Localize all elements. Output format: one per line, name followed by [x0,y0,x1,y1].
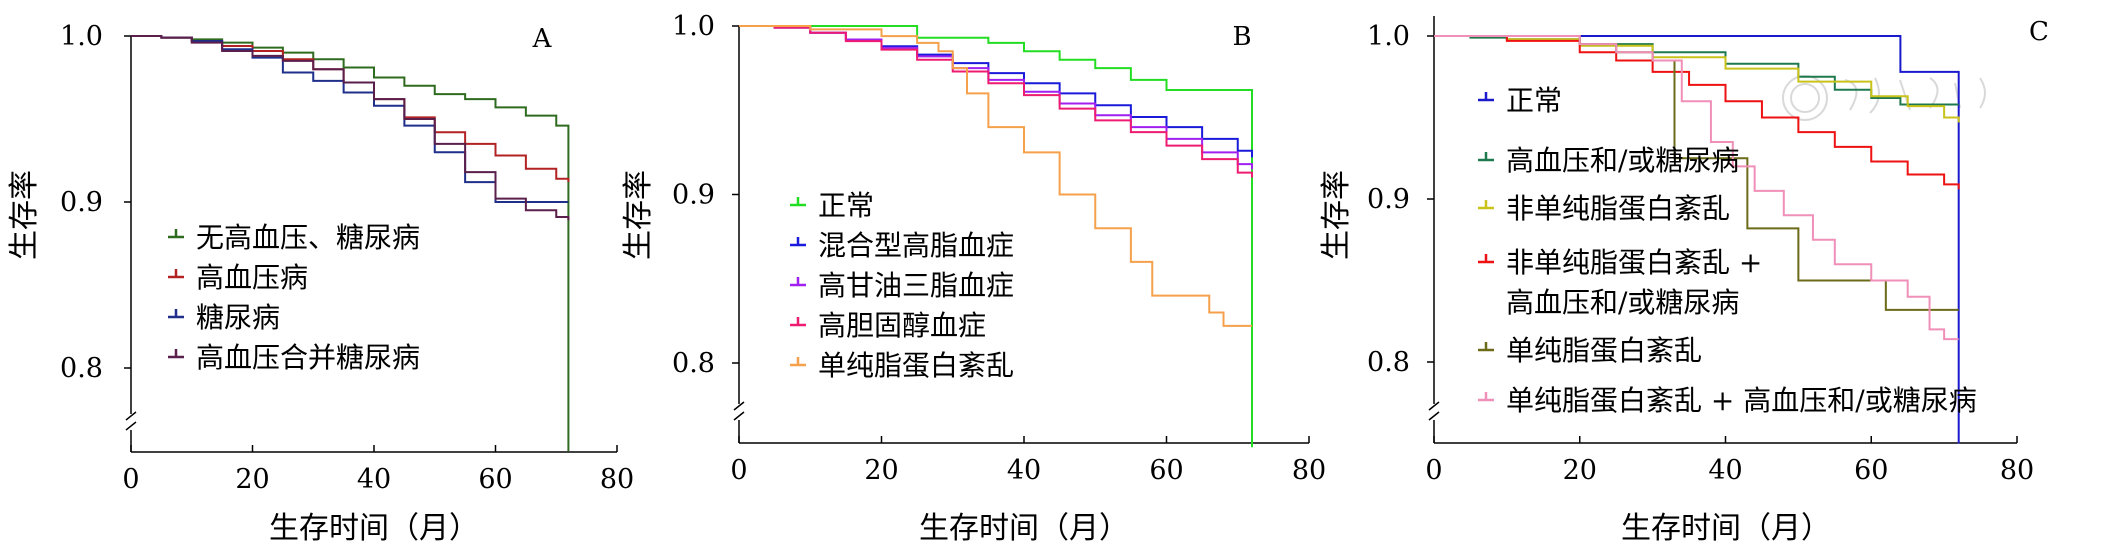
y-tick-label: 0.9 [1367,184,1410,215]
series-line-4 [1434,35,1960,190]
legend-label: 单纯脂蛋白紊乱 [1506,334,1702,367]
legend-marker [790,317,806,327]
x-tick-label: 80 [2000,455,2034,486]
legend-marker [1478,152,1494,162]
series-line-1 [1434,35,1960,444]
legend-label: 高血压病 [196,261,308,294]
y-axis-break [125,411,137,431]
legend-marker [168,309,184,319]
y-tick-label: 0.9 [672,180,715,211]
x-tick-label: 60 [1149,455,1183,486]
y-axis-break [1428,401,1440,421]
panel-b: 0 20 40 60 80 0.8 0.9 1.0 生存时间（月） 生存率 B 正常混合型高脂血症高甘… [621,11,1326,546]
series-line-2 [739,25,1253,158]
legend-label: 正常 [818,189,874,222]
legend-label: 混合型高脂血症 [818,229,1014,262]
legend-label: 正常 [1506,84,1562,117]
x-tick-label: 0 [730,455,747,486]
x-tick-label: 20 [864,455,898,486]
y-tick-label: 0.8 [1367,347,1410,378]
x-tick-label: 60 [1854,455,1888,486]
legend-marker [168,269,184,279]
legend-label: 高血压和/或糖尿病 [1506,144,1739,177]
y-axis-label: 生存率 [1319,170,1354,260]
y-tick-label: 0.9 [60,187,103,218]
x-axis-label: 生存时间（月） [269,511,479,546]
y-tick-label: 1.0 [1367,21,1410,52]
panel-label: B [1232,22,1251,52]
series-line-4 [131,35,570,221]
legend-label: 高甘油三脂血症 [818,269,1014,302]
legend-label: 高血压和/或糖尿病 [1506,286,1739,319]
legend-label: 无高血压、糖尿病 [196,221,420,254]
legend-label: 高血压合并糖尿病 [196,341,420,374]
x-tick-label: 80 [1292,455,1326,486]
x-tick-label: 80 [600,464,634,495]
legend-marker [1478,200,1494,210]
legend-marker [1478,254,1494,264]
y-axis-label: 生存率 [621,170,656,260]
y-tick-label: 0.8 [60,353,103,384]
legend-marker [168,229,184,239]
series-line-2 [131,35,570,183]
panel-a: 0 20 40 60 80 0.8 0.9 1.0 生存时间（月） 生存率 A 无高血压、糖尿病高血压… [7,21,634,546]
y-tick-label: 1.0 [60,21,103,52]
legend-marker [790,277,806,287]
series-line-3 [739,25,1253,170]
series-line-3 [131,35,569,203]
legend-marker [1478,342,1494,352]
legend-marker [1478,92,1494,102]
legend-marker [1478,392,1494,402]
legend-marker [168,349,184,359]
y-tick-label: 0.8 [672,348,715,379]
y-axis-label: 生存率 [7,170,42,260]
legend-label: 糖尿病 [196,301,280,334]
legend-label: 非单纯脂蛋白紊乱 + [1506,246,1762,279]
legend-marker [790,237,806,247]
x-axis-label: 生存时间（月） [919,511,1129,546]
x-tick-label: 40 [357,464,391,495]
legend-label: 非单纯脂蛋白紊乱 [1506,192,1730,225]
legend-marker [790,197,806,207]
x-tick-label: 20 [235,464,269,495]
legend-marker [790,357,806,367]
series-line-5 [739,25,1252,327]
x-tick-label: 0 [122,464,139,495]
x-axis-label: 生存时间（月） [1621,511,1831,546]
series-line-1 [131,35,570,451]
series-line-4 [739,25,1253,178]
y-tick-label: 1.0 [672,11,715,42]
legend-label: 单纯脂蛋白紊乱 [818,349,1014,382]
x-tick-label: 40 [1708,455,1742,486]
y-axis-break [733,401,745,421]
x-tick-label: 40 [1007,455,1041,486]
panel-c: 0 20 40 60 80 0.8 0.9 1.0 生存时间（月） 生存率 C 正常高血压和/或糖尿病… [1319,16,2049,546]
x-tick-label: 0 [1425,455,1442,486]
x-tick-label: 20 [1563,455,1597,486]
panel-label: A [532,24,553,54]
series-line-1 [739,25,1253,448]
series-line-6 [1434,35,1959,341]
legend-label: 单纯脂蛋白紊乱 + 高血压和/或糖尿病 [1506,384,1977,417]
x-tick-label: 60 [478,464,512,495]
panel-label: C [2029,17,2049,47]
legend-label: 高胆固醇血症 [818,309,986,342]
